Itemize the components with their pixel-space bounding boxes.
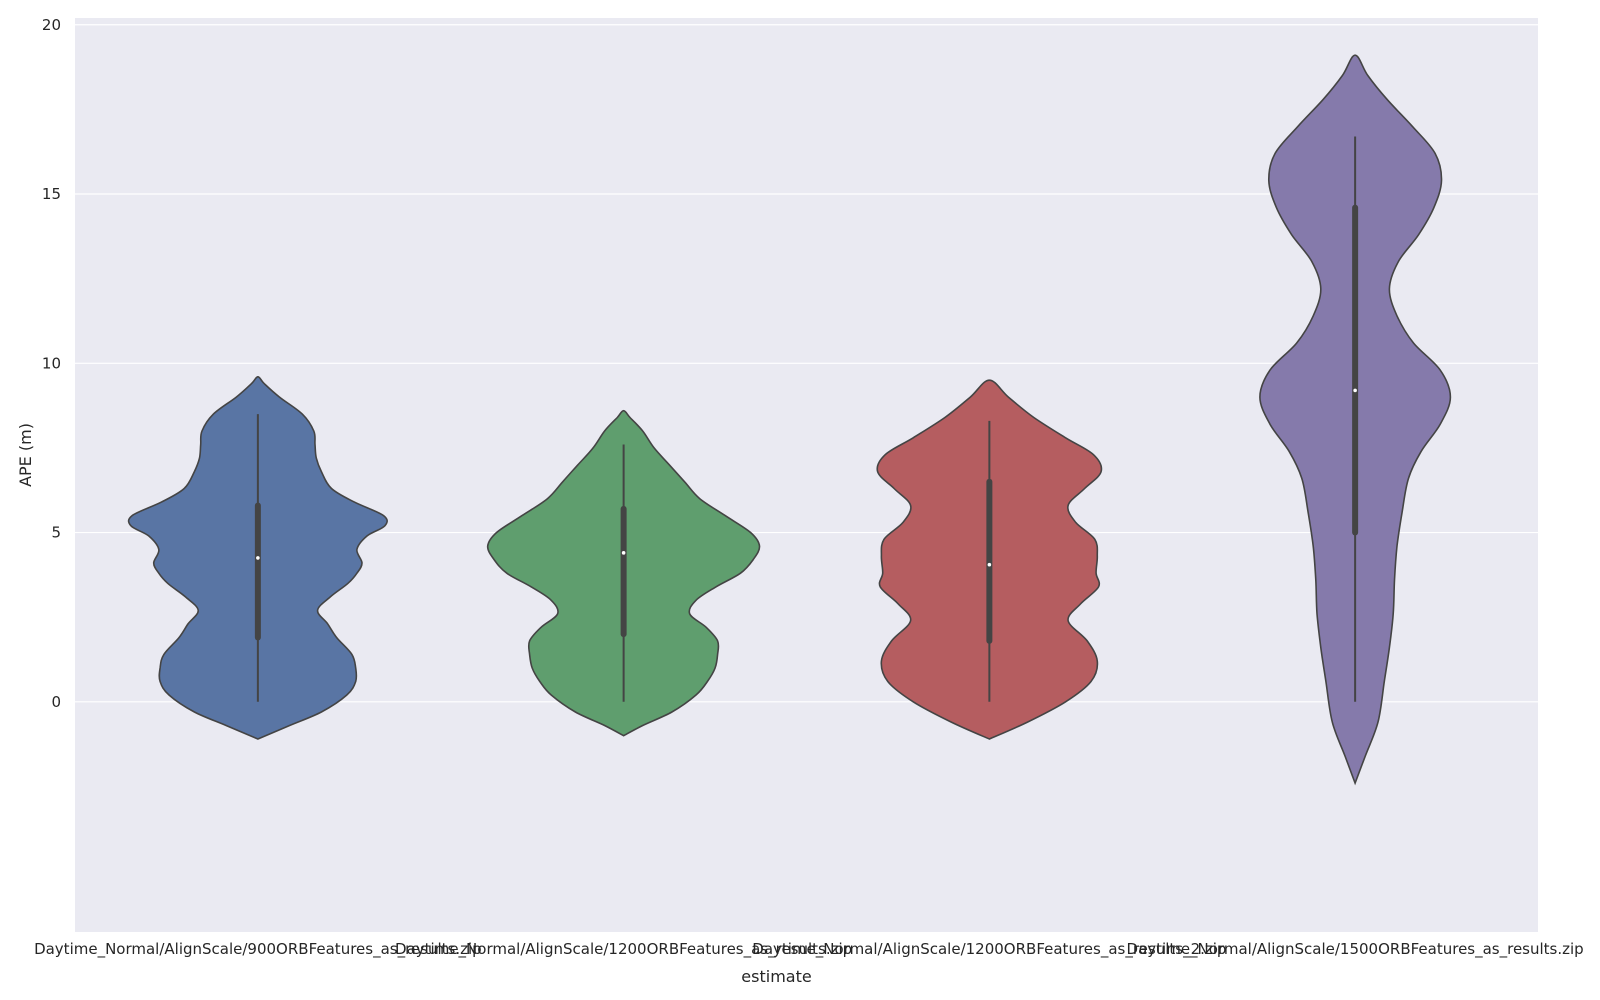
x-tick-label: Daytime_Normal/AlignScale/1200ORBFeature… bbox=[752, 940, 1226, 959]
y-tick-label: 0 bbox=[51, 693, 61, 711]
x-tick-label: Daytime_Normal/AlignScale/1200ORBFeature… bbox=[395, 940, 852, 959]
x-axis-label: estimate bbox=[741, 967, 811, 986]
x-tick-labels: Daytime_Normal/AlignScale/900ORBFeatures… bbox=[34, 940, 1584, 959]
median-point bbox=[1353, 388, 1357, 393]
median-point bbox=[256, 556, 260, 560]
y-tick-label: 15 bbox=[42, 185, 61, 203]
x-tick-label: Daytime_Normal/AlignScale/900ORBFeatures… bbox=[34, 940, 482, 959]
x-tick-label: Daytime_Normal/AlignScale/1500ORBFeature… bbox=[1127, 940, 1584, 959]
y-tick-label: 10 bbox=[42, 354, 61, 372]
median-point bbox=[621, 551, 626, 555]
median-point bbox=[987, 562, 992, 567]
y-tick-labels: 0 5 10 15 20 bbox=[42, 16, 61, 711]
y-tick-label: 5 bbox=[51, 524, 61, 542]
y-tick-label: 20 bbox=[42, 16, 61, 34]
violins bbox=[127, 54, 1452, 786]
y-axis-label: APE (m) bbox=[16, 423, 35, 487]
